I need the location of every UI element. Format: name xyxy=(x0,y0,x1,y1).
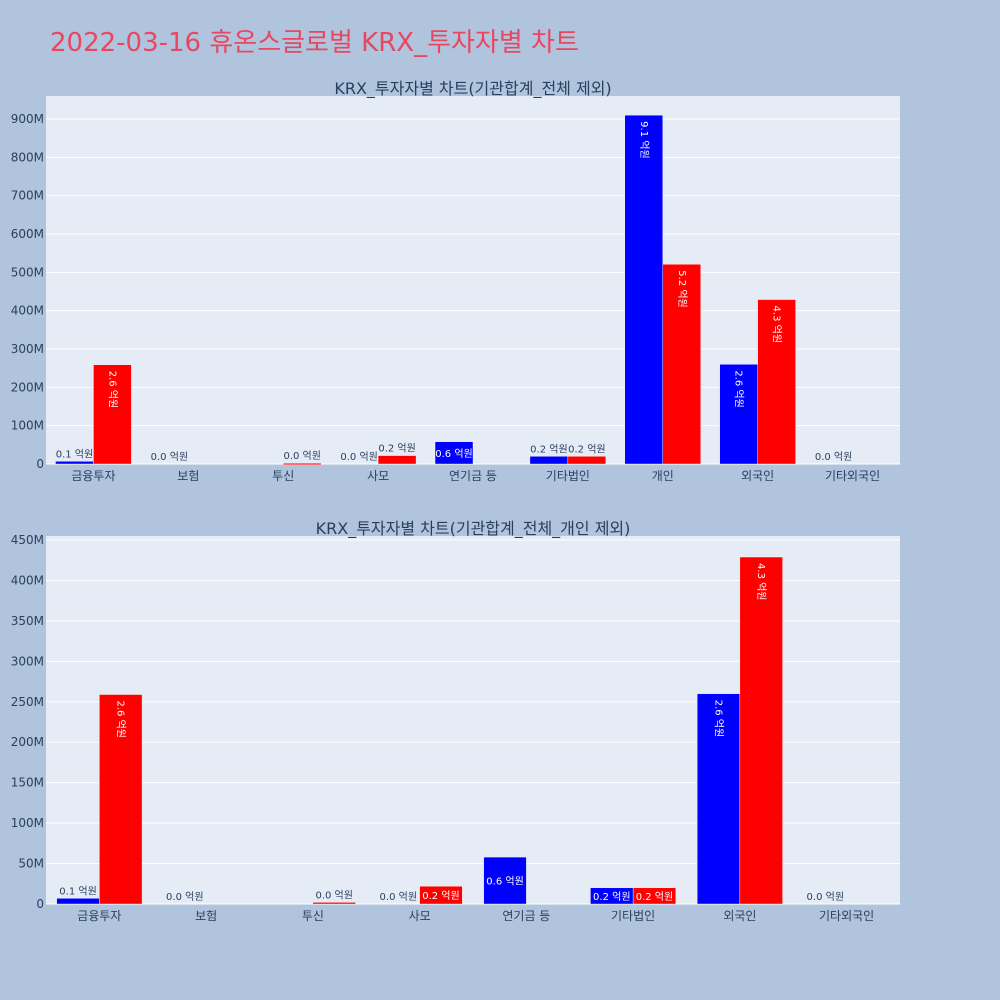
bar-sell xyxy=(662,264,701,465)
data-label: 0.6 억원 xyxy=(486,876,523,888)
data-label: 4.3 억원 xyxy=(755,563,767,600)
x-tick-label: 연기금 등 xyxy=(502,909,550,923)
page-title: 2022-03-16 휴온스글로벌 KRX_투자자별 차트 xyxy=(50,28,579,58)
data-label: 0.2 억원 xyxy=(378,443,415,455)
y-tick-label: 100M xyxy=(11,419,44,433)
data-label: 2.6 억원 xyxy=(733,370,745,407)
x-tick-label: 사모 xyxy=(367,469,389,483)
data-label: 2.6 억원 xyxy=(713,700,725,737)
data-label: 0.0 억원 xyxy=(315,889,352,901)
bar-buy xyxy=(696,693,741,905)
x-tick-label: 연기금 등 xyxy=(449,469,497,483)
bar-buy xyxy=(529,456,569,465)
x-tick-label: 개인 xyxy=(652,469,674,483)
y-tick-label: 100M xyxy=(11,816,44,830)
x-tick-label: 금융투자 xyxy=(71,469,115,483)
data-label: 0.2 억원 xyxy=(593,891,630,903)
x-tick-label: 보험 xyxy=(177,469,199,483)
x-tick-label: 외국인 xyxy=(723,909,756,923)
y-tick-label: 900M xyxy=(11,112,44,126)
bar-sell xyxy=(757,299,796,465)
chart-excluding-institution-and-individual: KRX_투자자별 차트(기관합계_전체_개인 제외) 0 50M 100M 150M 20… xyxy=(11,519,900,923)
x-tick-label: 투신 xyxy=(272,469,294,483)
bar-sell xyxy=(567,456,607,465)
bar-buy xyxy=(719,364,758,465)
bar-sell xyxy=(99,694,143,905)
bar-sell xyxy=(283,463,322,465)
y-tick-label: 800M xyxy=(11,150,44,164)
y-tick-label: 400M xyxy=(11,304,44,318)
y-tick-label: 450M xyxy=(11,533,44,547)
data-label: 0.2 억원 xyxy=(422,890,459,902)
data-label: 9.1 억원 xyxy=(638,121,650,158)
y-tick-label: 300M xyxy=(11,654,44,668)
y-tick-label: 200M xyxy=(11,380,44,394)
x-tick-label: 기타외국인 xyxy=(819,909,874,923)
data-label: 0.0 억원 xyxy=(807,891,844,903)
data-label: 0.2 억원 xyxy=(530,443,567,455)
y-tick-label: 400M xyxy=(11,573,44,587)
bar-sell xyxy=(739,556,783,905)
bar-sell xyxy=(377,455,417,465)
data-label: 0.2 억원 xyxy=(568,443,605,455)
x-tick-label: 금융투자 xyxy=(77,909,121,923)
data-label: 0.0 억원 xyxy=(380,891,417,903)
data-label: 0.2 억원 xyxy=(636,891,673,903)
y-tick-label: 200M xyxy=(11,735,44,749)
data-label: 0.6 억원 xyxy=(435,448,472,460)
data-label: 2.6 억원 xyxy=(106,371,118,408)
x-tick-label: 기타외국인 xyxy=(825,469,880,483)
x-tick-label: 사모 xyxy=(409,909,431,923)
data-label: 0.1 억원 xyxy=(59,885,96,897)
y-tick-label: 350M xyxy=(11,614,44,628)
y-tick-label: 500M xyxy=(11,265,44,279)
bar-sell xyxy=(419,886,463,905)
data-label: 0.0 억원 xyxy=(151,451,188,463)
x-tick-label: 기타법인 xyxy=(546,469,590,483)
bar-buy xyxy=(624,114,663,465)
y-tick-label: 150M xyxy=(11,776,44,790)
y-tick-label: 600M xyxy=(11,227,44,241)
bar-buy xyxy=(56,898,100,905)
bar-buy xyxy=(434,441,474,465)
data-label: 0.0 억원 xyxy=(815,451,852,463)
y-tick-label: 250M xyxy=(11,695,44,709)
x-tick-label: 기타법인 xyxy=(611,909,655,923)
y-tick-label: 300M xyxy=(11,342,44,356)
data-label: 0.1 억원 xyxy=(56,448,93,460)
data-label: 0.0 억원 xyxy=(283,450,320,462)
bar-sell xyxy=(632,887,677,905)
bar-sell xyxy=(312,902,356,905)
x-tick-label: 투신 xyxy=(302,909,324,923)
data-label: 5.2 억원 xyxy=(676,270,688,307)
bar-buy xyxy=(483,856,527,905)
data-label: 4.3 억원 xyxy=(771,306,783,343)
chart-title: KRX_투자자별 차트(기관합계_전체 제외) xyxy=(334,79,611,99)
y-tick-label: 50M xyxy=(18,857,44,871)
data-label: 0.0 억원 xyxy=(340,451,377,463)
y-tick-label: 700M xyxy=(11,189,44,203)
y-tick-label: 0 xyxy=(36,897,44,911)
chart-title: KRX_투자자별 차트(기관합계_전체_개인 제외) xyxy=(316,519,631,539)
data-label: 2.6 억원 xyxy=(115,701,127,738)
y-tick-label: 0 xyxy=(36,457,44,471)
bar-sell xyxy=(93,364,132,465)
x-tick-label: 외국인 xyxy=(741,469,774,483)
data-label: 0.0 억원 xyxy=(166,891,203,903)
x-tick-label: 보험 xyxy=(195,909,217,923)
chart-excluding-institution-total: KRX_투자자별 차트(기관합계_전체 제외) 0 100M 200M 300M 400M… xyxy=(11,79,900,483)
bar-buy xyxy=(55,461,94,465)
